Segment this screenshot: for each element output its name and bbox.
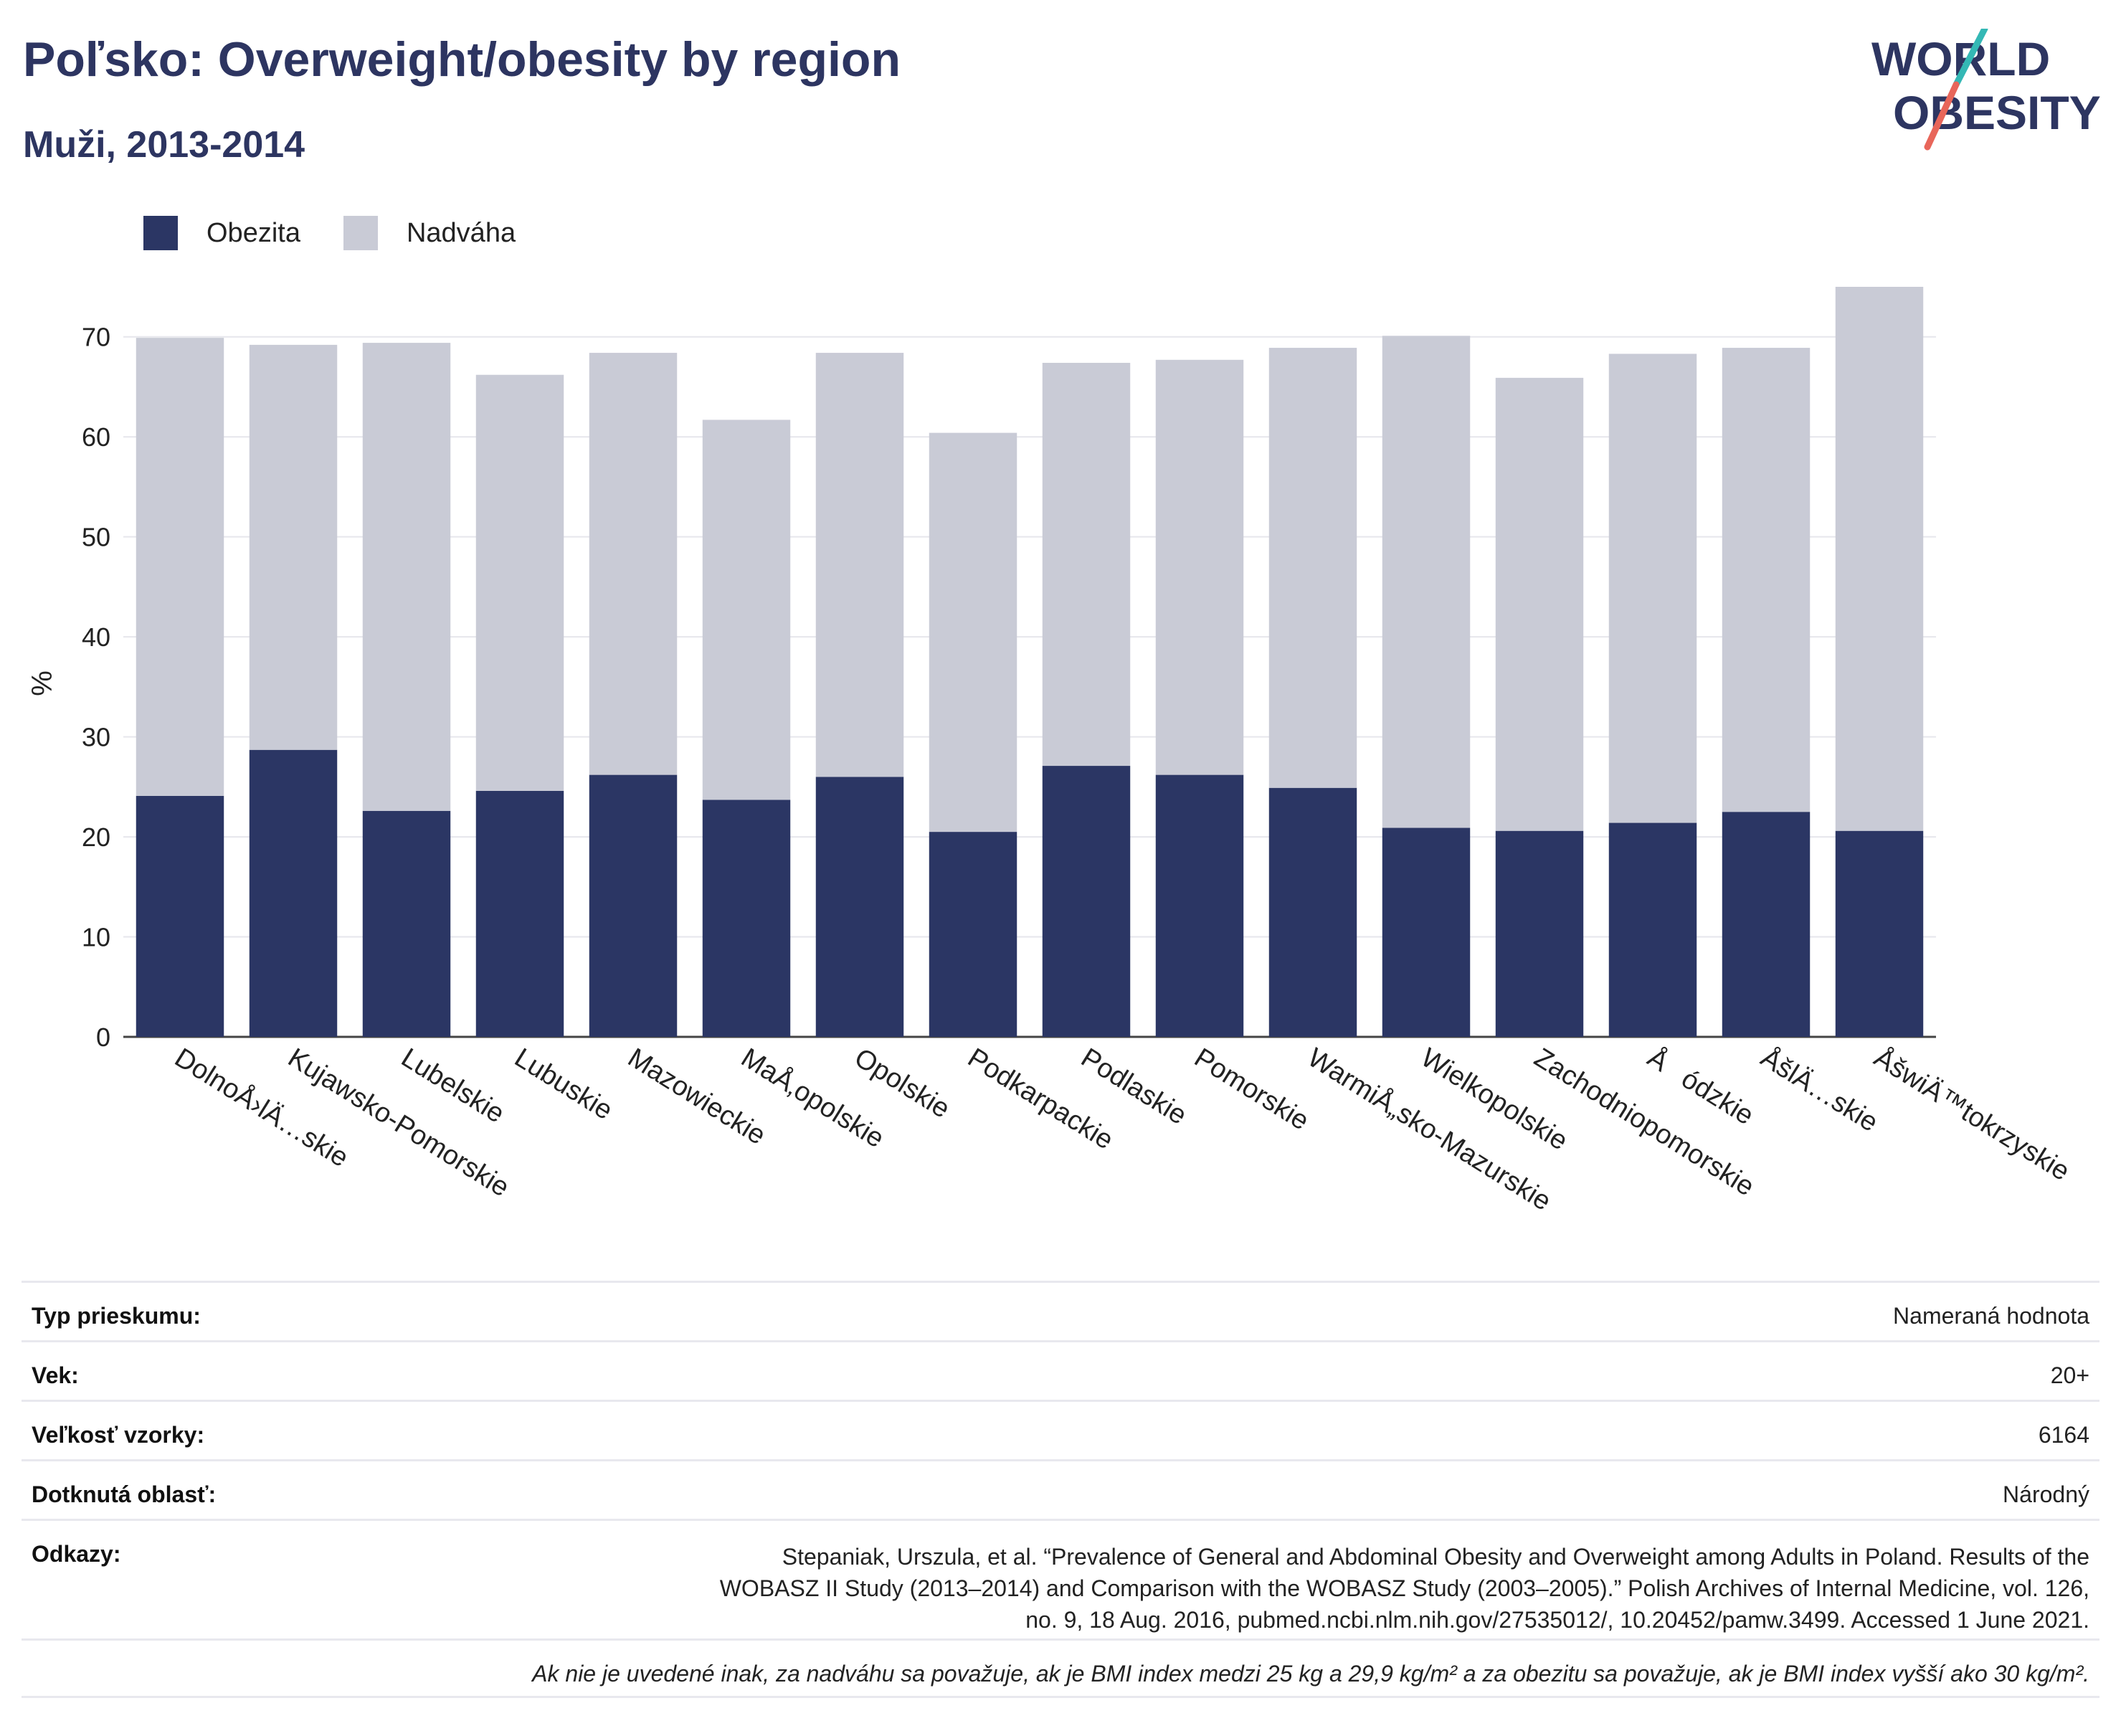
bar-obesity — [702, 800, 791, 1037]
reference-line-3: no. 9, 18 Aug. 2016, pubmed.ncbi.nlm.nih… — [1025, 1607, 2089, 1633]
bar-overweight — [702, 419, 791, 800]
legend-item-overweight[interactable]: Nadváha — [343, 216, 516, 250]
meta-row-sample-size: Veľkosť vzorky: 6164 — [22, 1400, 2099, 1459]
logo-text-obesity: OBESITY — [1893, 86, 2101, 139]
bar-obesity — [136, 795, 224, 1037]
meta-value-survey-type: Nameraná hodnota — [1893, 1303, 2089, 1329]
x-tick-label: ÅšlÄ…skie — [1755, 1041, 1884, 1138]
chart-legend: Obezita Nadváha — [143, 215, 559, 251]
bar-obesity — [1835, 830, 1924, 1037]
bar-overweight — [1495, 377, 1584, 831]
bar-obesity — [362, 810, 451, 1037]
meta-row-references: Odkazy: Stepaniak, Urszula, et al. “Prev… — [22, 1519, 2099, 1638]
meta-row-age: Vek: 20+ — [22, 1340, 2099, 1400]
bar-obesity — [1495, 830, 1584, 1037]
logo-slash-teal — [1952, 29, 1988, 88]
page-title: Poľsko: Overweight/obesity by region — [23, 32, 901, 87]
metadata-table: Typ prieskumu: Nameraná hodnota Vek: 20+… — [22, 1281, 2099, 1698]
x-tick-label: ÅšwiÄ™tokrzyskie — [1869, 1041, 2075, 1187]
y-tick-label: 40 — [82, 622, 110, 652]
bar-overweight — [1608, 354, 1697, 823]
meta-value-area: Národný — [2003, 1481, 2089, 1507]
bar-overweight — [815, 353, 904, 777]
y-tick-label: 20 — [82, 822, 110, 852]
bar-overweight — [362, 343, 451, 811]
bar-overweight — [136, 338, 224, 796]
y-axis-label: % — [27, 670, 58, 696]
y-tick-label: 10 — [82, 923, 110, 952]
meta-row-area: Dotknutá oblasť: Národný — [22, 1459, 2099, 1519]
y-tick-label: 50 — [82, 523, 110, 552]
y-tick-label: 0 — [96, 1023, 110, 1052]
legend-label-obesity: Obezita — [207, 217, 300, 248]
meta-value-references: Stepaniak, Urszula, et al. “Prevalence o… — [720, 1541, 2089, 1638]
bar-obesity — [929, 832, 1017, 1037]
x-tick-label: Pomorskie — [1189, 1043, 1314, 1137]
bar-obesity — [1382, 827, 1471, 1037]
bar-overweight — [1042, 362, 1131, 767]
y-tick-label: 30 — [82, 723, 110, 752]
bar-overweight — [1155, 359, 1244, 775]
reference-line-1: Stepaniak, Urszula, et al. “Prevalence o… — [782, 1544, 2089, 1570]
bar-obesity — [815, 777, 904, 1037]
bar-obesity — [1042, 766, 1131, 1037]
reference-line-2: WOBASZ II Study (2013–2014) and Comparis… — [719, 1575, 2089, 1601]
bar-obesity — [249, 749, 338, 1037]
meta-label-area: Dotknutá oblasť: — [32, 1481, 217, 1507]
bar-obesity — [589, 774, 678, 1037]
bar-obesity — [1268, 787, 1357, 1037]
bar-overweight — [475, 374, 564, 791]
world-obesity-logo: WORLD OBESITY — [1871, 29, 2101, 151]
legend-swatch-obesity — [143, 216, 178, 250]
meta-label-sample-size: Veľkosť vzorky: — [32, 1422, 205, 1448]
meta-row-survey-type: Typ prieskumu: Nameraná hodnota — [22, 1281, 2099, 1340]
meta-label-references: Odkazy: — [32, 1541, 121, 1567]
bar-overweight — [1722, 348, 1811, 812]
bar-obesity — [1722, 812, 1811, 1037]
bar-overweight — [589, 353, 678, 775]
y-tick-label: 70 — [82, 323, 110, 352]
meta-row-note: Ak nie je uvedené inak, za nadváhu sa po… — [22, 1638, 2099, 1698]
definition-note: Ak nie je uvedené inak, za nadváhu sa po… — [532, 1661, 2089, 1687]
bar-obesity — [1608, 822, 1697, 1037]
bar-overweight — [1268, 348, 1357, 788]
bar-overweight — [929, 432, 1017, 833]
bar-overweight — [1835, 287, 1924, 831]
bar-obesity — [1155, 774, 1244, 1037]
page-subtitle: Muži, 2013-2014 — [23, 124, 305, 166]
meta-label-age: Vek: — [32, 1362, 79, 1388]
meta-value-age: 20+ — [2050, 1362, 2089, 1388]
y-tick-label: 60 — [82, 422, 110, 452]
x-tick-label: Lubuskie — [509, 1043, 617, 1126]
bar-obesity — [475, 790, 564, 1037]
bar-overweight — [1382, 336, 1471, 828]
x-tick-label: Opolskie — [849, 1043, 955, 1124]
legend-swatch-overweight — [343, 216, 378, 250]
bar-overweight — [249, 344, 338, 750]
logo-slash-red — [1924, 81, 1960, 151]
meta-value-sample-size: 6164 — [2038, 1422, 2089, 1448]
legend-item-obesity[interactable]: Obezita — [143, 216, 300, 250]
legend-label-overweight: Nadváha — [406, 217, 516, 248]
stacked-bar-chart: 010203040506070%DolnoÅ›lÄ…skieKujawsko-P… — [27, 287, 2076, 1217]
meta-label-survey-type: Typ prieskumu: — [32, 1303, 201, 1329]
